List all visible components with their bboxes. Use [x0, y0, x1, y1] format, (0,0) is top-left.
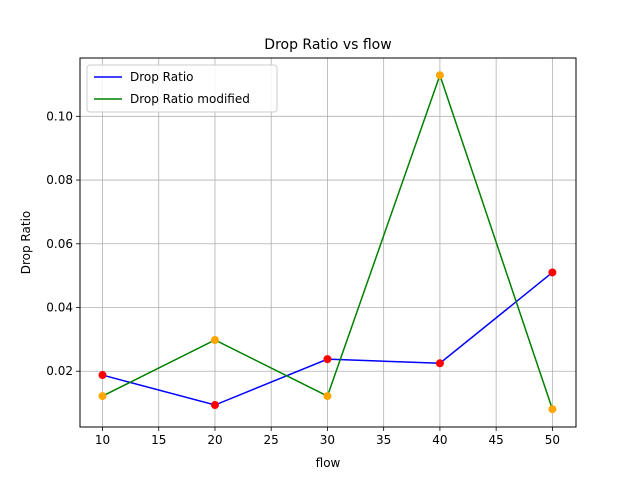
legend-label: Drop Ratio	[130, 70, 194, 84]
grid	[80, 58, 576, 427]
x-tick-label: 30	[320, 433, 335, 447]
x-tick-label: 10	[95, 433, 110, 447]
y-axis-label: Drop Ratio	[19, 211, 33, 275]
x-tick-label: 50	[545, 433, 560, 447]
series-layer	[98, 71, 557, 414]
data-point	[548, 268, 557, 277]
data-point	[435, 71, 444, 80]
x-tick-label: 25	[264, 433, 279, 447]
y-tick-label: 0.10	[46, 109, 73, 123]
ticks: 10 15 20 25 30 35 40 45 50 0.02 0.04 0.06 0.08 0.10	[46, 109, 560, 447]
data-point	[210, 401, 219, 410]
legend: Drop Ratio Drop Ratio modified	[86, 64, 278, 113]
x-axis-label: flow	[316, 456, 341, 470]
data-point	[435, 359, 444, 368]
data-point	[98, 392, 107, 401]
legend-box	[86, 64, 278, 113]
plot-frame	[79, 57, 577, 428]
data-point	[548, 405, 557, 414]
y-tick-label: 0.08	[46, 173, 73, 187]
legend-label: Drop Ratio modified	[130, 92, 250, 106]
x-tick-label: 20	[207, 433, 222, 447]
y-tick-label: 0.02	[46, 364, 73, 378]
y-tick-label: 0.06	[46, 237, 73, 251]
x-tick-label: 45	[489, 433, 504, 447]
chart-title: Drop Ratio vs flow	[264, 37, 391, 53]
data-point	[323, 392, 332, 401]
x-tick-label: 15	[151, 433, 166, 447]
x-tick-label: 40	[432, 433, 447, 447]
data-point	[210, 336, 219, 345]
data-point	[323, 355, 332, 364]
data-point	[98, 371, 107, 380]
x-tick-label: 35	[376, 433, 391, 447]
y-tick-label: 0.04	[46, 301, 73, 315]
